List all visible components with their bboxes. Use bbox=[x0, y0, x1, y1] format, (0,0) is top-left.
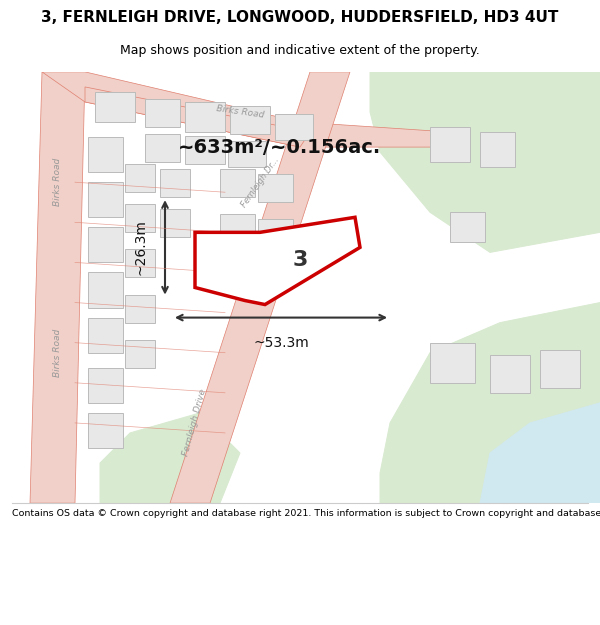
Bar bbox=[125, 249, 155, 278]
Polygon shape bbox=[380, 302, 600, 503]
Bar bbox=[145, 134, 180, 162]
Text: Fernleigh Dr...: Fernleigh Dr... bbox=[239, 156, 281, 209]
Text: Birks Road: Birks Road bbox=[53, 158, 62, 206]
Bar bbox=[88, 137, 123, 172]
Text: ~26.3m: ~26.3m bbox=[133, 219, 147, 276]
Text: Fernleigh Drive: Fernleigh Drive bbox=[182, 388, 208, 458]
Bar bbox=[88, 318, 123, 352]
Bar bbox=[230, 106, 270, 134]
Text: 3: 3 bbox=[292, 251, 308, 271]
Bar bbox=[145, 99, 180, 127]
Bar bbox=[125, 339, 155, 367]
Bar bbox=[160, 209, 190, 238]
Bar bbox=[88, 182, 123, 218]
Polygon shape bbox=[370, 72, 600, 253]
Bar bbox=[95, 92, 135, 122]
Polygon shape bbox=[100, 413, 240, 503]
Bar bbox=[490, 355, 530, 392]
Bar bbox=[258, 219, 293, 248]
Polygon shape bbox=[170, 72, 350, 503]
Bar bbox=[220, 259, 255, 288]
Text: ~53.3m: ~53.3m bbox=[253, 336, 309, 349]
Bar bbox=[160, 169, 190, 198]
Bar bbox=[125, 204, 155, 232]
Polygon shape bbox=[30, 72, 85, 503]
Bar bbox=[88, 272, 123, 308]
Bar bbox=[220, 214, 255, 243]
Polygon shape bbox=[480, 403, 600, 503]
Bar bbox=[88, 228, 123, 262]
Bar bbox=[258, 174, 293, 203]
Polygon shape bbox=[85, 87, 310, 147]
Text: Map shows position and indicative extent of the property.: Map shows position and indicative extent… bbox=[120, 44, 480, 57]
Bar bbox=[88, 413, 123, 448]
Text: Contains OS data © Crown copyright and database right 2021. This information is : Contains OS data © Crown copyright and d… bbox=[12, 509, 600, 518]
Text: Birks Road: Birks Road bbox=[215, 104, 265, 120]
Text: Birks Road: Birks Road bbox=[53, 329, 62, 377]
Text: 3, FERNLEIGH DRIVE, LONGWOOD, HUDDERSFIELD, HD3 4UT: 3, FERNLEIGH DRIVE, LONGWOOD, HUDDERSFIE… bbox=[41, 11, 559, 26]
Bar bbox=[185, 102, 225, 132]
Polygon shape bbox=[195, 217, 360, 304]
Polygon shape bbox=[42, 72, 460, 147]
Bar bbox=[480, 132, 515, 167]
Bar bbox=[228, 141, 266, 167]
Text: ~633m²/~0.156ac.: ~633m²/~0.156ac. bbox=[178, 138, 382, 157]
Bar bbox=[125, 294, 155, 322]
Bar bbox=[430, 342, 475, 382]
Bar bbox=[220, 169, 255, 198]
Bar bbox=[430, 127, 470, 162]
Bar bbox=[185, 136, 225, 164]
Bar bbox=[450, 213, 485, 243]
Bar bbox=[88, 368, 123, 403]
Bar bbox=[125, 164, 155, 192]
Bar bbox=[275, 114, 313, 140]
Bar bbox=[540, 349, 580, 388]
